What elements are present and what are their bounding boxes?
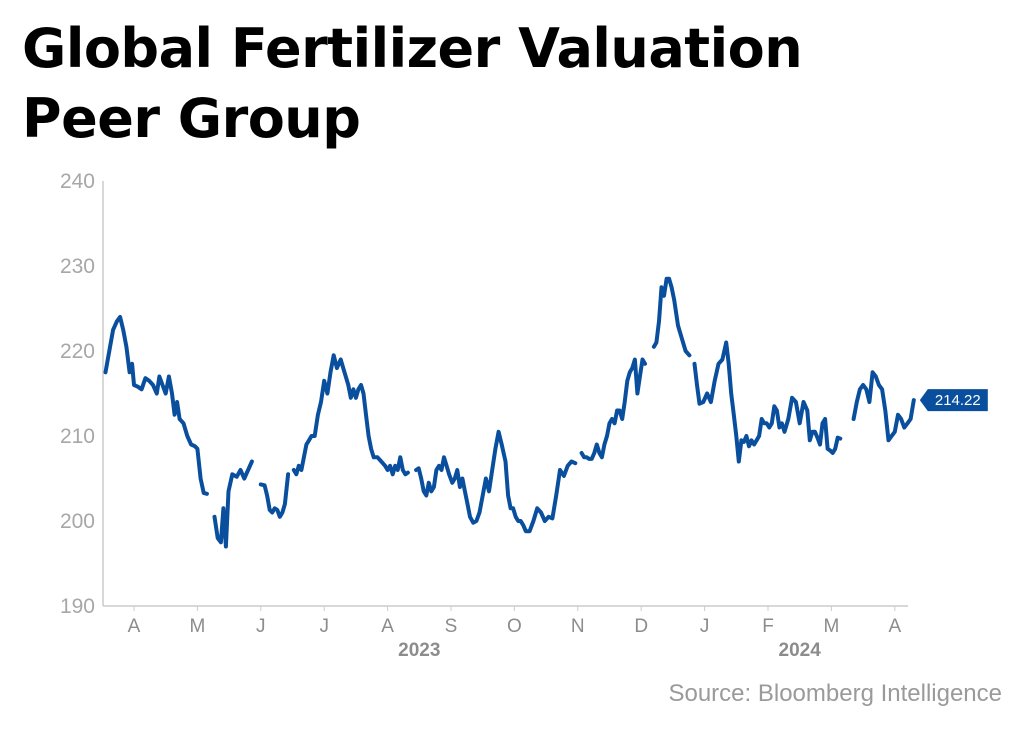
chart-title: Global Fertilizer Valuation Peer Group (22, 14, 803, 154)
series-line-segment (851, 370, 916, 443)
series-line-segment (258, 472, 291, 519)
x-tick-label: M (189, 616, 205, 637)
x-tick-label: J (319, 616, 329, 637)
last-value-tag (919, 389, 988, 412)
y-tick-label: 210 (60, 425, 95, 448)
x-tick-label: A (381, 616, 394, 637)
y-tick-label: 230 (60, 255, 95, 278)
x-tick-label: J (256, 616, 266, 637)
year-label: 2024 (779, 640, 822, 661)
title-line-2: Peer Group (22, 87, 361, 150)
year-label: 2023 (398, 640, 440, 661)
y-tick-label: 220 (60, 340, 95, 363)
series-line-segment (414, 429, 578, 534)
x-tick-label: A (128, 616, 141, 637)
source-note: Source: Bloomberg Intelligence (668, 680, 1002, 707)
x-tick-label: N (571, 616, 585, 637)
series-line-segment (103, 315, 209, 496)
last-value-label: 214.22 (935, 392, 981, 409)
x-tick-label: J (700, 616, 710, 637)
x-tick-label: S (445, 616, 458, 637)
series-line-segment (212, 459, 254, 549)
title-line-1: Global Fertilizer Valuation (22, 17, 803, 80)
series-line-segment (651, 276, 692, 358)
y-tick-label: 240 (60, 170, 95, 193)
x-tick-label: D (634, 616, 648, 637)
x-tick-label: M (823, 616, 839, 637)
x-tick-label: A (888, 616, 901, 637)
series-line-segment (291, 353, 410, 477)
series-line-segment (579, 357, 647, 461)
y-tick-label: 200 (60, 510, 95, 533)
y-tick-label: 190 (60, 595, 95, 618)
series-line-segment (692, 340, 843, 464)
x-tick-label: O (507, 616, 522, 637)
x-tick-label: F (762, 616, 774, 637)
